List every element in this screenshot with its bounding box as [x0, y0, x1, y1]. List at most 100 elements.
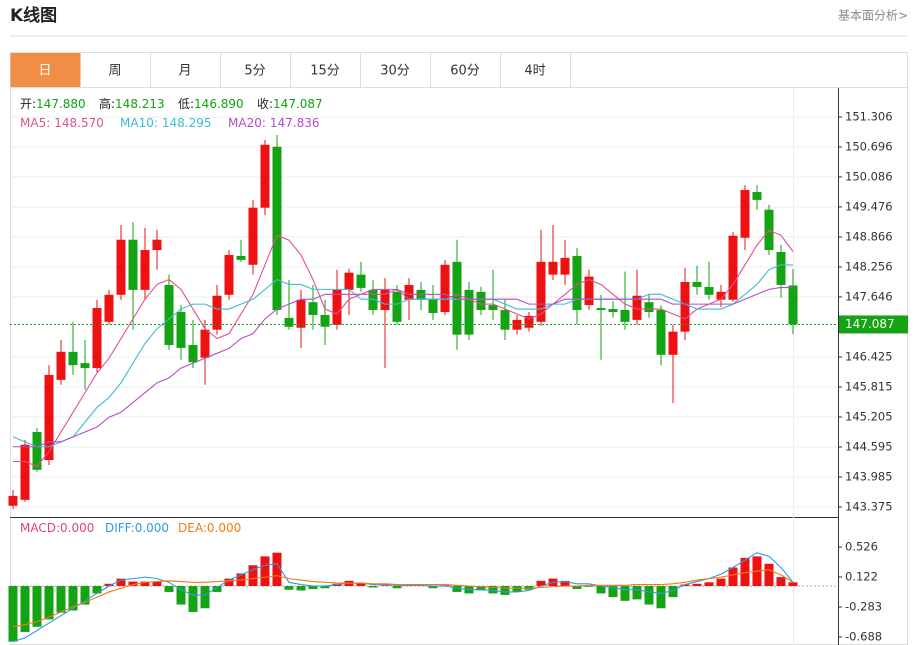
candle-body — [176, 311, 186, 348]
macd-bar — [728, 567, 738, 587]
candle-body — [308, 302, 318, 315]
candle-body — [296, 299, 306, 328]
candle-body — [680, 282, 690, 332]
fundamental-link[interactable]: 基本面分析> — [838, 9, 908, 23]
y-tick-label: 146.425 — [845, 349, 893, 363]
macd-bar — [428, 586, 438, 589]
y-tick-label: 150.086 — [845, 169, 893, 183]
macd-bar — [668, 586, 678, 598]
candle-body — [152, 239, 162, 251]
ma-legend: MA20: 147.836 — [228, 116, 320, 130]
ohlc-info: 高:148.213 — [99, 96, 165, 111]
ohlc-value: 147.087 — [273, 97, 323, 111]
macd-bar — [620, 586, 630, 601]
candle-body — [716, 291, 726, 300]
y-tick-label: 143.375 — [845, 499, 893, 513]
tab[interactable]: 5分 — [244, 64, 265, 79]
macd-legend: DIFF:0.000 — [105, 521, 169, 535]
current-price-label: 147.087 — [845, 317, 895, 331]
ohlc-name: 高: — [99, 96, 115, 111]
legend-value: 148.295 — [162, 116, 212, 130]
candle-body — [32, 431, 42, 470]
tab[interactable]: 60分 — [450, 64, 480, 79]
candle-body — [56, 351, 66, 380]
candle-body — [236, 255, 246, 260]
candle-body — [452, 261, 462, 335]
macd-bar — [740, 557, 750, 587]
macd-bar — [116, 578, 126, 587]
candle-body — [524, 315, 534, 328]
line — [13, 286, 794, 448]
legend-name: DEA: — [178, 521, 207, 535]
candle-body — [464, 289, 474, 335]
legend-value: 147.836 — [270, 116, 320, 130]
macd-bar — [788, 582, 798, 587]
candle-body — [392, 291, 402, 322]
tab[interactable]: 30分 — [380, 64, 410, 79]
y-tick-label: 148.256 — [845, 259, 893, 273]
candle-body — [656, 310, 666, 355]
macd-bar — [152, 581, 162, 587]
legend-name: MA10: — [120, 116, 158, 130]
macd-bar — [452, 586, 462, 592]
tab[interactable]: 周 — [108, 64, 121, 79]
line — [12, 552, 794, 643]
macd-bar — [200, 586, 210, 609]
candle-body — [584, 276, 594, 306]
macd-bar — [392, 586, 402, 589]
macd-bar — [164, 586, 174, 592]
macd-bar — [140, 581, 150, 587]
candle-body — [260, 144, 270, 208]
candle-body — [368, 289, 378, 311]
y-tick-label: 149.476 — [845, 199, 893, 213]
y-tick-label: -0.283 — [845, 599, 882, 613]
legend-name: DIFF: — [105, 521, 135, 535]
macd-bar — [188, 586, 198, 612]
tab[interactable]: 月 — [178, 64, 191, 79]
macd-bar — [104, 583, 114, 587]
y-tick-label: 0.122 — [845, 569, 878, 583]
tab[interactable]: 4时 — [524, 64, 545, 79]
candle-body — [668, 331, 678, 355]
tab[interactable]: 日 — [38, 64, 51, 79]
candle-body — [272, 146, 282, 311]
candle-body — [572, 255, 582, 311]
macd-bar — [260, 556, 270, 587]
candle-body — [80, 363, 90, 369]
candle-body — [104, 294, 114, 322]
candle-body — [404, 284, 414, 300]
candle-body — [164, 284, 174, 345]
macd-bar — [296, 586, 306, 591]
macd-bar — [176, 586, 186, 605]
macd-bar — [656, 586, 666, 609]
ohlc-info: 收:147.087 — [257, 97, 323, 111]
y-tick-label: 150.696 — [845, 139, 893, 153]
candle-body — [320, 314, 330, 327]
candle-body — [68, 351, 78, 366]
macd-bar — [380, 585, 390, 587]
macd-bar — [368, 586, 378, 588]
candle-body — [140, 250, 150, 290]
y-tick-label: 0.526 — [845, 540, 878, 554]
macd-bar — [500, 586, 510, 595]
candle-body — [752, 192, 762, 200]
macd-bar — [596, 586, 606, 594]
ohlc-name: 低: — [178, 97, 194, 111]
y-tick-label: 144.595 — [845, 439, 893, 453]
macd-bar — [320, 586, 330, 589]
macd-bar — [8, 586, 18, 642]
candle-body — [644, 302, 654, 312]
macd-bar — [488, 586, 498, 594]
ohlc-value: 148.213 — [115, 97, 165, 111]
ohlc-value: 146.890 — [194, 97, 244, 111]
y-tick-label: -0.688 — [845, 629, 882, 643]
legend-name: MA5: — [20, 116, 50, 130]
y-tick-label: 145.205 — [845, 409, 893, 423]
line — [13, 229, 794, 468]
macd-bar — [560, 580, 570, 587]
tab[interactable]: 15分 — [310, 64, 340, 79]
macd-legend: DEA:0.000 — [178, 521, 241, 535]
candle-body — [728, 235, 738, 300]
legend-name: MA20: — [228, 116, 266, 130]
